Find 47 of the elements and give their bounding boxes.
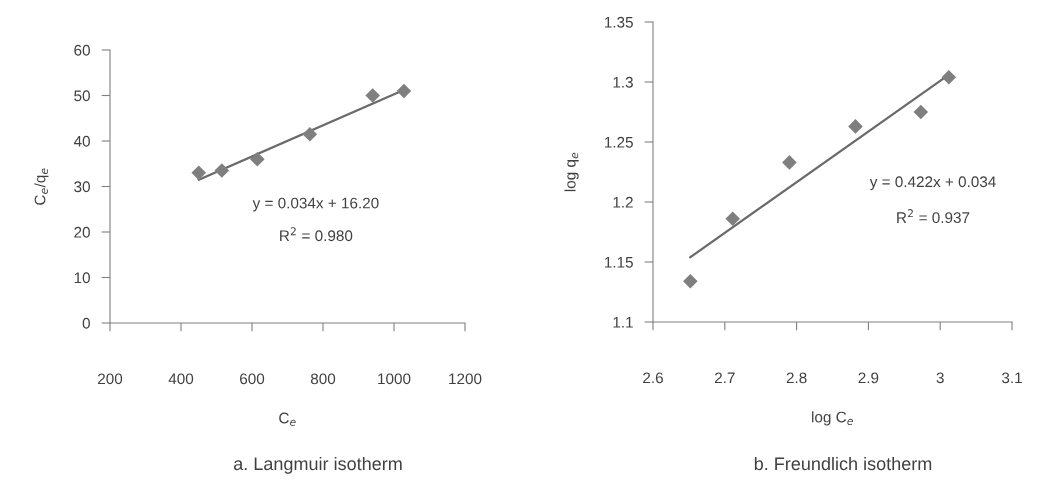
x-tick-label: 200: [98, 373, 123, 385]
y-tick-label: 50: [74, 90, 90, 102]
text: a. Langmuir isotherm: [233, 456, 402, 474]
y-tick-label: 1.3: [613, 76, 633, 88]
x-tick-label: 3: [936, 372, 944, 384]
x-tick-label: 2.8: [786, 372, 807, 384]
point: [191, 165, 207, 181]
annotation: y = 0.422x + 0.034: [869, 176, 996, 191]
annotation: R$^{2}$ = 0.980: [280, 227, 353, 242]
y-tick-label: 20: [74, 226, 90, 238]
text: b. Freundlich isotherm: [754, 456, 932, 471]
x-tick-label: 1200: [449, 373, 482, 385]
y-axis-title: C$_{e}$/q$_{e}$: [34, 168, 49, 205]
x-axis-title: C$_{e}$: [279, 412, 296, 426]
x-tick-label: 600: [240, 373, 265, 385]
point: [913, 104, 929, 120]
x-axis-title: log C$_{e}$: [812, 411, 853, 426]
point: [214, 163, 230, 178]
point: [683, 273, 698, 289]
y-tick-label: 1.1: [613, 317, 633, 328]
point: [941, 69, 957, 85]
point: [365, 88, 380, 103]
point: [848, 119, 863, 134]
point: [725, 211, 740, 227]
point: [302, 126, 318, 142]
y-tick-label: 1.2: [613, 196, 633, 208]
y-tick-label: 60: [74, 44, 90, 56]
point: [782, 155, 797, 170]
y-axis-title: log q$_{e}$: [564, 152, 579, 192]
y-tick-label: 1.15: [604, 257, 633, 268]
x-tick-label: 2.6: [643, 372, 663, 384]
x-tick-label: 3.1: [1001, 372, 1022, 384]
x-tick-label: 400: [168, 373, 194, 385]
y-tick-label: 10: [74, 272, 90, 284]
x-tick-label: 2.7: [714, 372, 735, 384]
y-tick-label: 40: [73, 135, 90, 147]
point: [396, 83, 412, 99]
x-tick-label: 1000: [378, 373, 411, 385]
annotation: R$^{2}$ = 0.937: [897, 209, 970, 224]
x-tick-label: 2.9: [858, 372, 879, 384]
y-tick-label: 0: [82, 317, 90, 329]
y-tick-label: 1.25: [604, 136, 633, 148]
x-tick-label: 800: [310, 373, 336, 385]
point: [250, 151, 265, 167]
annotation: y = 0.034x + 16.20: [252, 197, 379, 212]
y-tick-label: 30: [74, 181, 90, 193]
y-tick-label: 1.35: [604, 16, 633, 28]
